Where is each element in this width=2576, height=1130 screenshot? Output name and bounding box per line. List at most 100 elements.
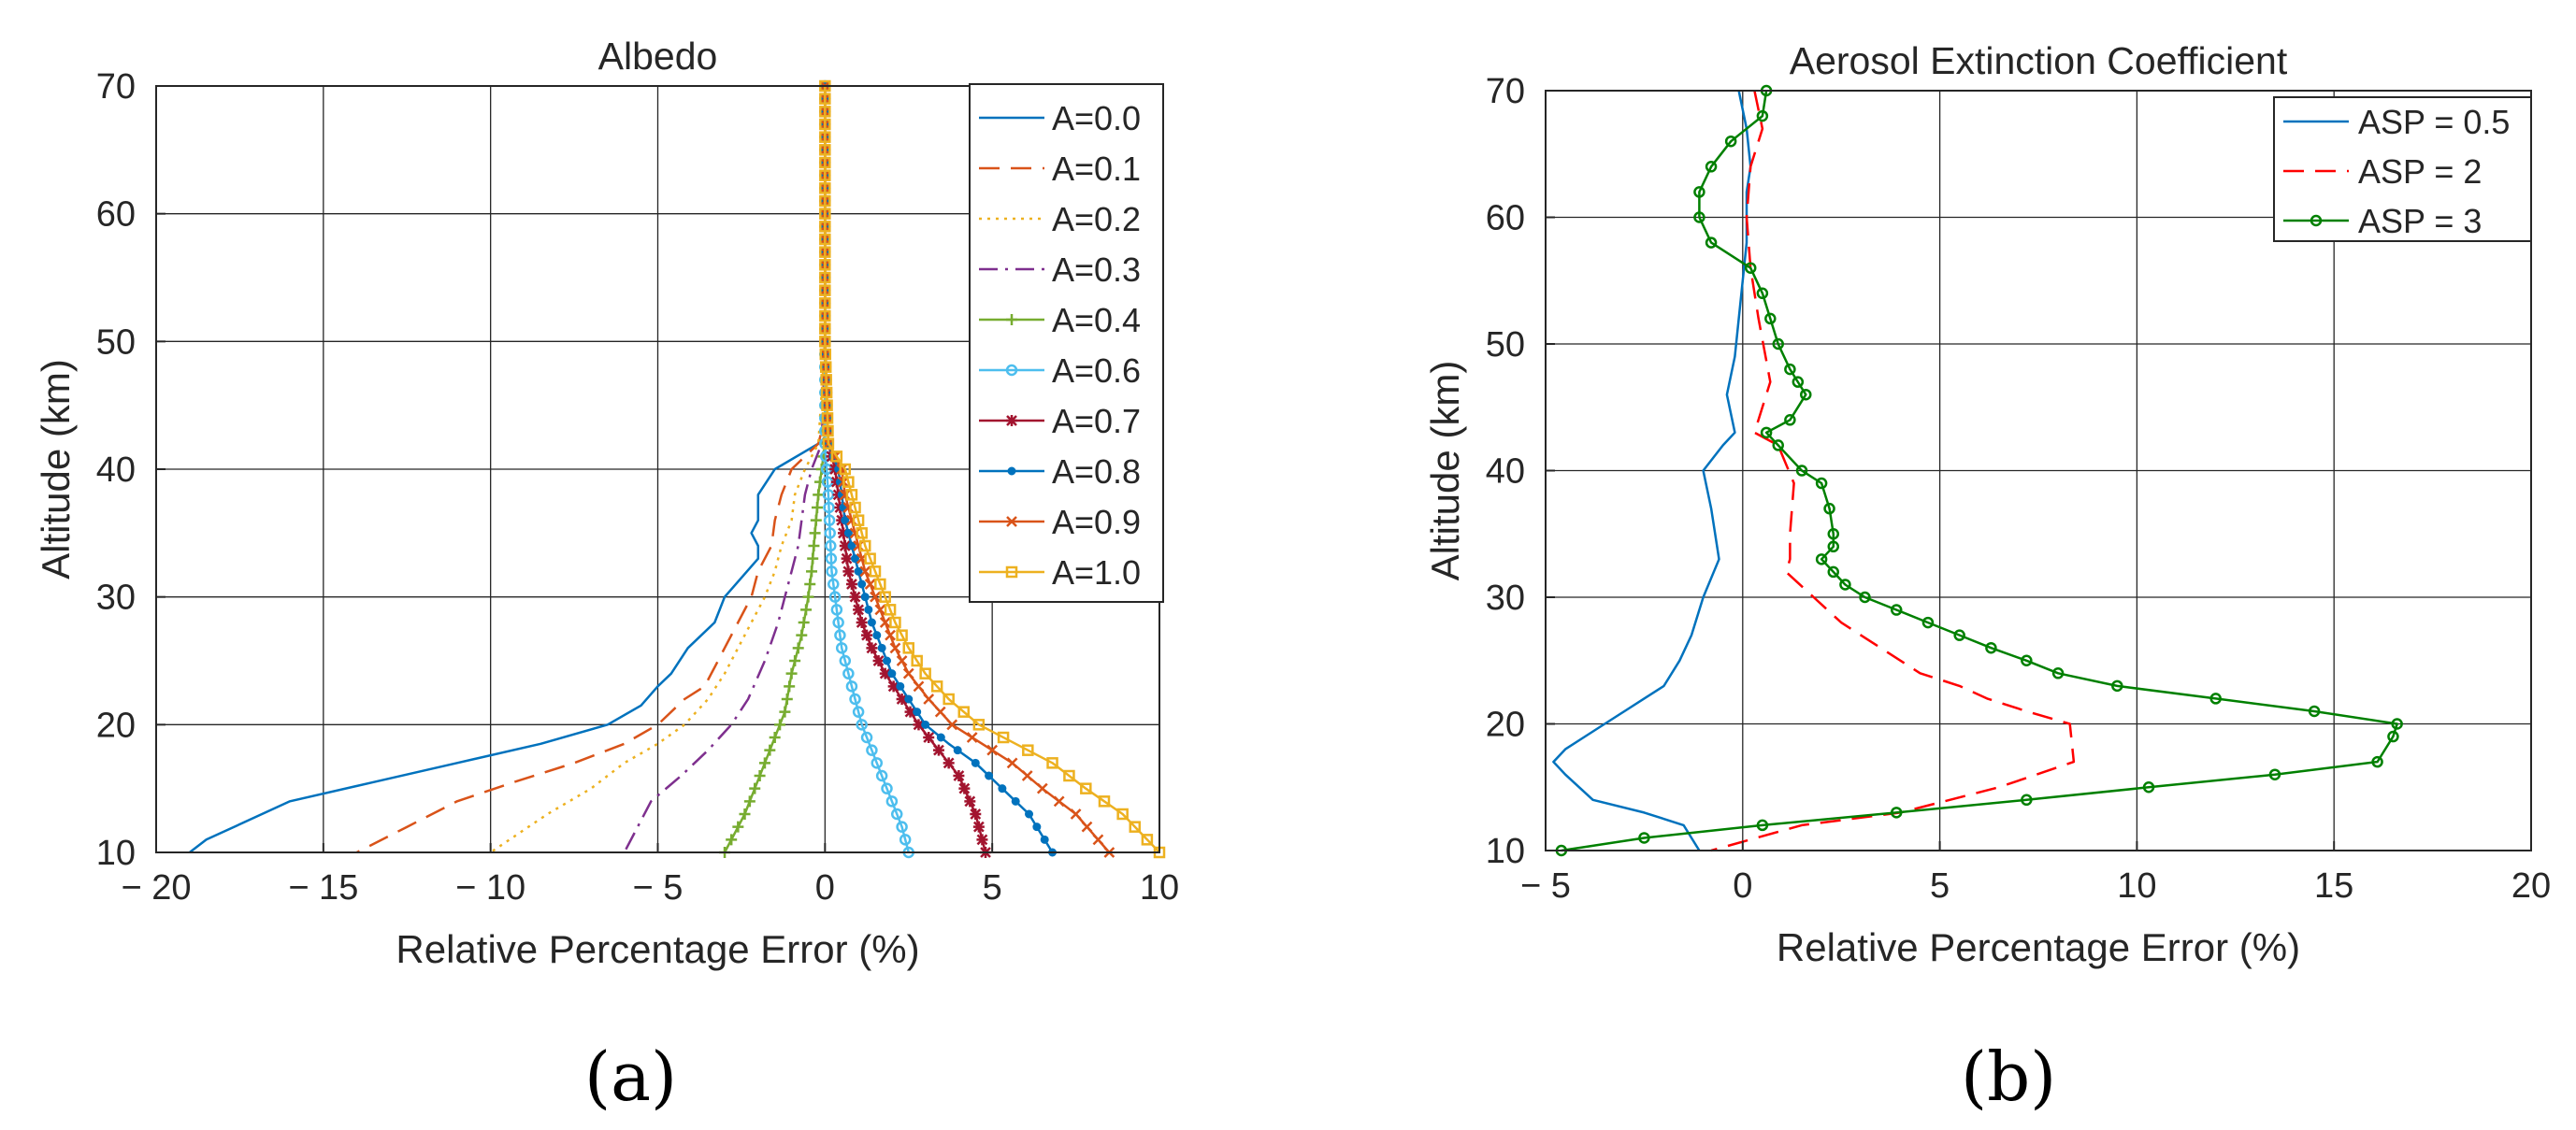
series-marker xyxy=(1792,376,1805,388)
series-marker xyxy=(1046,757,1058,769)
legend-label: ASP = 3 xyxy=(2358,202,2482,240)
series-marker xyxy=(953,746,962,755)
series-marker xyxy=(1890,807,1903,819)
x-tick-label: 10 xyxy=(2117,866,2156,906)
series-marker xyxy=(875,769,888,782)
x-tick-label: 5 xyxy=(983,868,1002,908)
series-marker xyxy=(879,617,891,628)
legend-marker xyxy=(1007,466,1016,476)
series-marker xyxy=(1827,540,1840,553)
series-marker xyxy=(825,552,838,565)
series-marker xyxy=(784,680,796,693)
y-tick-label: 20 xyxy=(1486,706,1525,745)
series-marker xyxy=(869,565,882,578)
series-marker xyxy=(1063,769,1075,782)
series-marker xyxy=(911,654,923,667)
series-marker xyxy=(819,207,831,220)
series-line xyxy=(490,86,827,854)
series-marker xyxy=(819,284,831,296)
series-marker xyxy=(860,731,873,744)
series-marker xyxy=(852,706,865,718)
series-marker xyxy=(819,336,831,348)
series-marker xyxy=(827,578,840,591)
series-marker xyxy=(854,566,863,576)
x-tick-label: − 20 xyxy=(121,868,191,908)
series-marker xyxy=(884,604,897,616)
series-marker xyxy=(859,565,871,578)
series-marker xyxy=(822,424,834,437)
chart-title: Albedo xyxy=(598,35,718,78)
series-marker xyxy=(864,579,876,590)
series-marker xyxy=(889,616,901,629)
series-marker xyxy=(1784,414,1796,426)
chart-panel-b: − 5 0 5 10 15 20 10 20 30 40 50 60 70 Aerosol Extinct… xyxy=(1423,39,2551,969)
series-marker xyxy=(839,540,851,551)
series-marker xyxy=(932,744,944,756)
legend-marker xyxy=(1006,314,1017,325)
series-line xyxy=(356,86,827,854)
series-marker xyxy=(1795,465,1808,477)
x-tick-label: − 10 xyxy=(455,868,525,908)
legend-marker xyxy=(1005,364,1018,377)
series-marker xyxy=(823,514,836,526)
series-marker xyxy=(1760,426,1773,439)
series-marker xyxy=(824,527,836,539)
series-marker xyxy=(864,605,873,614)
legend-entry: ASP = 0.5 xyxy=(2283,103,2510,141)
series-marker xyxy=(847,541,856,551)
y-tick-label: 70 xyxy=(1486,72,1525,111)
series-marker xyxy=(1823,502,1835,515)
series-marker xyxy=(1092,834,1104,846)
series-marker xyxy=(1693,211,1705,223)
legend-marker xyxy=(1006,415,1017,426)
legend-marker xyxy=(1006,516,1017,527)
series-marker xyxy=(887,669,897,679)
y-tick-label: 40 xyxy=(1486,452,1525,492)
series-marker xyxy=(843,528,853,537)
legend-label: A=0.9 xyxy=(1052,503,1141,541)
x-tick-label: − 15 xyxy=(288,868,358,908)
series-marker xyxy=(806,565,818,578)
series-marker xyxy=(957,706,971,718)
series-marker xyxy=(899,834,912,846)
series-marker xyxy=(1744,262,1757,274)
series-marker xyxy=(889,642,901,654)
series-marker xyxy=(849,501,861,514)
series-marker xyxy=(1827,565,1840,579)
series-marker xyxy=(930,680,943,693)
legend-label: A=0.0 xyxy=(1052,99,1141,137)
legend-entry: A=1.0 xyxy=(979,553,1141,592)
series-marker xyxy=(1053,795,1065,808)
series-marker xyxy=(2142,781,2155,794)
series-marker xyxy=(851,554,860,564)
series-marker xyxy=(819,93,831,105)
series-marker xyxy=(883,656,892,665)
series-marker xyxy=(943,693,955,706)
series-marker xyxy=(923,694,935,705)
series-marker xyxy=(758,757,770,769)
series-a-0-1 xyxy=(356,86,827,854)
series-marker xyxy=(823,501,835,514)
y-tick-label: 50 xyxy=(1486,325,1525,365)
series-marker xyxy=(1921,616,1935,629)
series-marker xyxy=(774,719,786,731)
series-marker xyxy=(874,604,886,616)
x-tick-label: 5 xyxy=(1930,866,1950,906)
series-marker xyxy=(1705,236,1718,249)
series-marker xyxy=(796,629,808,641)
series-marker xyxy=(857,579,867,589)
series-asp-3 xyxy=(1555,84,2403,857)
series-marker xyxy=(859,539,871,552)
series-marker xyxy=(953,770,965,781)
series-marker xyxy=(913,719,925,731)
y-tick-label: 30 xyxy=(1486,579,1525,618)
series-marker xyxy=(856,719,868,731)
series-marker xyxy=(1953,629,1965,641)
x-tick-label: 20 xyxy=(2511,866,2551,906)
series-marker xyxy=(832,616,844,629)
series-marker xyxy=(860,593,870,602)
legend-entry: A=0.9 xyxy=(979,503,1141,541)
series-marker xyxy=(976,834,988,846)
series-marker xyxy=(2308,705,2321,718)
series-marker xyxy=(842,476,855,488)
